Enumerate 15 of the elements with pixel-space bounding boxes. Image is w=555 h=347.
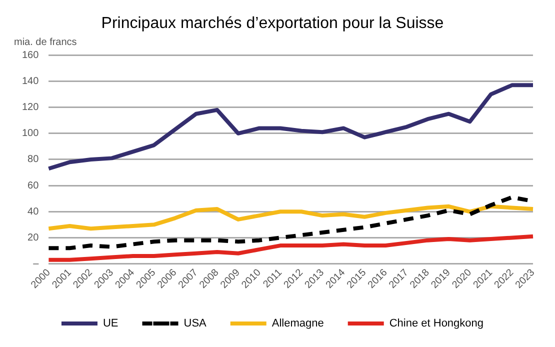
y-tick-label: 80 xyxy=(28,154,40,166)
legend-label: Chine et Hongkong xyxy=(389,318,484,330)
y-axis-title: mia. de francs xyxy=(14,36,77,48)
y-tick-label: – xyxy=(33,258,40,270)
y-tick-label: 60 xyxy=(28,180,40,192)
legend-label: UE xyxy=(102,318,118,330)
chart-title: Principaux marchés d’exportation pour la Suisse xyxy=(101,15,444,32)
legend-label: USA xyxy=(184,318,208,330)
legend-label: Allemagne xyxy=(272,318,324,330)
y-tick-label: 40 xyxy=(28,206,40,218)
y-tick-label: 160 xyxy=(22,50,40,61)
y-tick-label: 20 xyxy=(28,232,40,244)
y-tick-label: 100 xyxy=(22,128,40,140)
y-tick-label: 140 xyxy=(22,76,40,88)
y-tick-label: 120 xyxy=(22,102,40,114)
